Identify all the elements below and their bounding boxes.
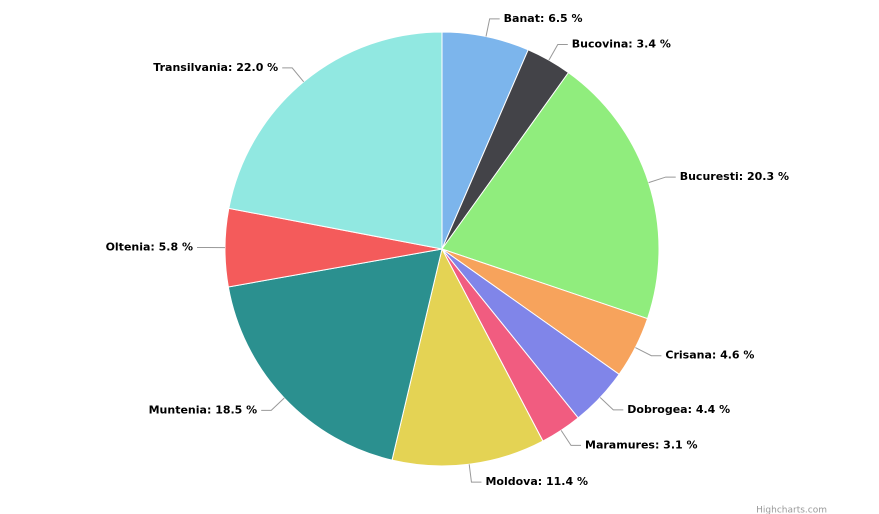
pie-slice	[228, 31, 443, 250]
connector	[548, 44, 568, 61]
data-label: Bucuresti: 20.3 %	[680, 170, 789, 183]
data-label: Muntenia: 18.5 %	[149, 403, 258, 416]
data-label: Oltenia: 5.8 %	[106, 241, 193, 254]
pie-slice	[441, 71, 660, 320]
data-label: Banat: 6.5 %	[504, 12, 583, 25]
data-label: Transilvania: 22.0 %	[153, 61, 278, 74]
data-label: Crisana: 4.6 %	[665, 349, 754, 362]
data-label: Dobrogea: 4.4 %	[627, 403, 730, 416]
connector	[648, 176, 676, 184]
connector	[282, 67, 305, 83]
connector	[635, 347, 662, 357]
connector	[261, 397, 285, 411]
credits[interactable]: Highcharts.com	[756, 506, 827, 514]
pie-slice	[391, 247, 544, 467]
connector	[468, 464, 482, 483]
connector	[560, 430, 582, 446]
pie-slice	[227, 248, 443, 461]
data-label: Moldova: 11.4 %	[485, 475, 588, 488]
connector	[599, 397, 624, 411]
data-label: Maramures: 3.1 %	[585, 438, 698, 451]
connector	[485, 18, 500, 37]
data-label: Bucovina: 3.4 %	[572, 38, 671, 51]
